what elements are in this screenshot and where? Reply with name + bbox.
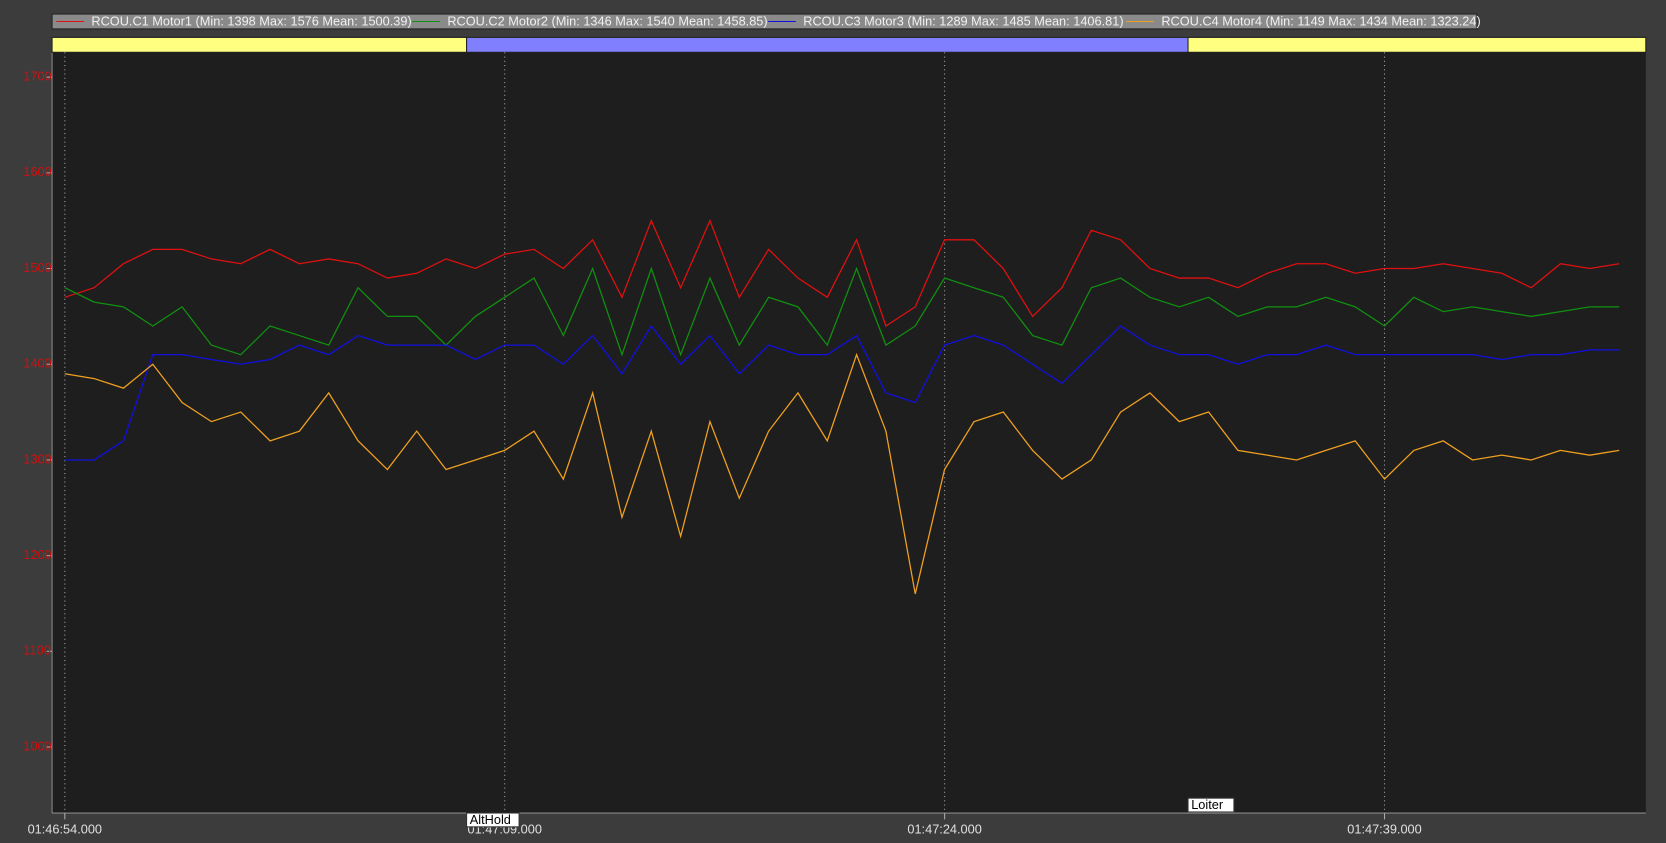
- y-tick-label: 1600: [23, 164, 51, 179]
- legend-label: RCOU.C3 Motor3 (Min: 1289 Max: 1485 Mean…: [803, 13, 1123, 28]
- mode-bar: [466, 36, 1189, 53]
- y-tick-label: 1500: [23, 260, 51, 275]
- x-tick-label: 01:46:54.000: [28, 821, 102, 836]
- mode-bar: [51, 36, 468, 53]
- series-line: [64, 266, 1620, 357]
- series-line: [64, 352, 1620, 595]
- mode-label-box: [466, 812, 520, 828]
- series-line: [64, 324, 1620, 461]
- mode-label: AltHold: [470, 812, 511, 827]
- series-line: [64, 219, 1620, 327]
- y-tick-label: 1400: [23, 356, 51, 371]
- legend-box: [51, 13, 1478, 30]
- y-tick-label: 1300: [23, 451, 51, 466]
- y-tick-label: 1000: [23, 738, 51, 753]
- mode-bar: [1187, 36, 1647, 53]
- mode-label-box: [1187, 797, 1235, 813]
- y-tick-label: 1100: [23, 643, 50, 658]
- legend-label: RCOU.C4 Motor4 (Min: 1149 Max: 1434 Mean…: [1161, 13, 1480, 28]
- mode-label: Loiter: [1191, 797, 1224, 812]
- legend-label: RCOU.C2 Motor2 (Min: 1346 Max: 1540 Mean…: [447, 13, 767, 28]
- x-tick-label: 01:47:39.000: [1347, 821, 1421, 836]
- x-tick-label: 01:47:24.000: [907, 821, 981, 836]
- y-tick-label: 1200: [23, 547, 51, 562]
- y-tick-label: 1700: [23, 69, 51, 84]
- legend-label: RCOU.C1 Motor1 (Min: 1398 Max: 1576 Mean…: [91, 13, 411, 28]
- plot-area: [52, 52, 1646, 814]
